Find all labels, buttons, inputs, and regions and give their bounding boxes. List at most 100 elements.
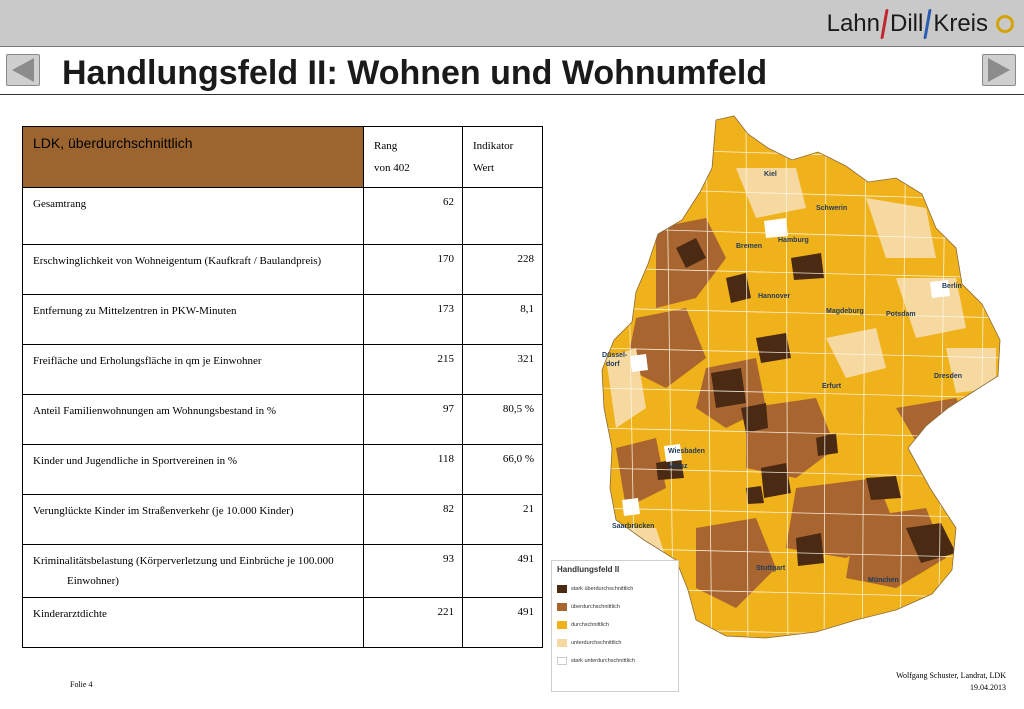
- city-label-muenchen: München: [868, 577, 899, 584]
- city-label-magdeburg: Magdeburg: [826, 308, 864, 315]
- row-rank: 62: [363, 187, 463, 245]
- legend-swatch: [557, 603, 567, 611]
- map-legend: Handlungsfeld II stark überdurchschnittl…: [551, 560, 679, 692]
- city-label-hannover: Hannover: [758, 293, 791, 300]
- table-row: Erschwinglichkeit von Wohneigentum (Kauf…: [22, 244, 543, 295]
- logo-ring-icon: [996, 15, 1014, 33]
- row-label: Anteil Familienwohnungen am Wohnungsbest…: [22, 394, 364, 445]
- row-value: 491: [462, 597, 543, 648]
- city-label-berlin: Berlin: [942, 283, 962, 290]
- table-header-rank: Rang von 402: [363, 126, 463, 188]
- row-rank: 118: [363, 444, 463, 495]
- row-rank: 170: [363, 244, 463, 295]
- table-header-title: LDK, überdurchschnittlich: [22, 126, 364, 188]
- table-row: Gesamtrang 62: [22, 187, 543, 245]
- row-label-line1: Kriminalitätsbelastung (Körperverletzung…: [33, 555, 334, 567]
- legend-swatch: [557, 585, 567, 593]
- city-label-stuttgart: Stuttgart: [756, 565, 786, 572]
- table-header-indicator: Indikator Wert: [462, 126, 543, 188]
- table-row: Entfernung zu Mittelzentren in PKW-Minut…: [22, 294, 543, 345]
- row-rank: 215: [363, 344, 463, 395]
- row-value: 491: [462, 544, 543, 598]
- legend-item: überdurchschnittlich: [552, 598, 678, 616]
- legend-item: unterdurchschnittlich: [552, 634, 678, 652]
- rank-header-line2: von 402: [374, 162, 410, 174]
- city-label-kiel: Kiel: [764, 171, 777, 178]
- row-label: Verunglückte Kinder im Straßenverkehr (j…: [22, 494, 364, 545]
- logo-text-dill: Dill: [889, 10, 924, 37]
- logo-separator-blue: [925, 9, 931, 39]
- logo-separator-red: [882, 9, 888, 39]
- city-label-wiesbaden: Wiesbaden: [668, 448, 705, 455]
- legend-label: durchschnittlich: [571, 622, 609, 628]
- city-label-duesseldorf-1: Düssel-: [602, 352, 628, 359]
- logo-text-lahn: Lahn: [826, 10, 880, 37]
- table-row: Freifläche und Erholungsfläche in qm je …: [22, 344, 543, 395]
- indicator-table: LDK, überdurchschnittlich Rang von 402 I…: [22, 126, 543, 648]
- legend-item: durchschnittlich: [552, 616, 678, 634]
- row-label: Entfernung zu Mittelzentren in PKW-Minut…: [22, 294, 364, 345]
- city-label-saarbruecken: Saarbrücken: [612, 523, 654, 530]
- legend-swatch: [557, 639, 567, 647]
- page-title: Handlungsfeld II: Wohnen und Wohnumfeld: [62, 54, 768, 92]
- legend-label: unterdurchschnittlich: [571, 640, 622, 646]
- row-value: 66,0 %: [462, 444, 543, 495]
- table-row: Anteil Familienwohnungen am Wohnungsbest…: [22, 394, 543, 445]
- logo-text-kreis: Kreis: [933, 10, 988, 37]
- row-label-line2: Einwohner): [67, 575, 119, 587]
- legend-label: stark unterdurchschnittlich: [571, 658, 635, 664]
- indicator-header-line1: Indikator: [473, 140, 514, 152]
- table-header-row: LDK, überdurchschnittlich Rang von 402 I…: [22, 126, 543, 188]
- row-rank: 82: [363, 494, 463, 545]
- germany-district-map: Kiel Schwerin Hamburg Bremen Berlin Hann…: [601, 115, 1001, 639]
- city-labels: Kiel Schwerin Hamburg Bremen Berlin Hann…: [602, 171, 962, 584]
- row-rank: 221: [363, 597, 463, 648]
- city-label-duesseldorf-2: dorf: [606, 361, 620, 368]
- row-value: 8,1: [462, 294, 543, 345]
- row-rank: 97: [363, 394, 463, 445]
- row-value: 21: [462, 494, 543, 545]
- footer-author: Wolfgang Schuster, Landrat, LDK: [896, 671, 1006, 680]
- row-label: Freifläche und Erholungsfläche in qm je …: [22, 344, 364, 395]
- top-bar: Lahn Dill Kreis: [0, 0, 1024, 47]
- footer-date: 19.04.2013: [970, 683, 1006, 692]
- legend-item: stark überdurchschnittlich: [552, 580, 678, 598]
- rank-header-line1: Rang: [374, 140, 398, 152]
- city-label-schwerin: Schwerin: [816, 205, 847, 212]
- table-row: Verunglückte Kinder im Straßenverkehr (j…: [22, 494, 543, 545]
- row-rank: 173: [363, 294, 463, 345]
- row-label: Kinder und Jugendliche in Sportvereinen …: [22, 444, 364, 495]
- row-value: [462, 187, 543, 245]
- city-label-hamburg: Hamburg: [778, 237, 809, 244]
- title-bar: Handlungsfeld II: Wohnen und Wohnumfeld: [0, 48, 1024, 95]
- row-label: Gesamtrang: [22, 187, 364, 245]
- arrow-right-icon: [988, 58, 1010, 82]
- city-label-mainz: Mainz: [668, 463, 688, 470]
- row-value: 80,5 %: [462, 394, 543, 445]
- table-row: Kriminalitätsbelastung (Körperverletzung…: [22, 544, 543, 598]
- table-row: Kinder und Jugendliche in Sportvereinen …: [22, 444, 543, 495]
- city-label-erfurt: Erfurt: [822, 383, 842, 390]
- table-row: Kinderarztdichte 221 491: [22, 597, 543, 648]
- city-label-bremen: Bremen: [736, 243, 762, 250]
- row-value: 228: [462, 244, 543, 295]
- footer-credits: Wolfgang Schuster, Landrat, LDK 19.04.20…: [896, 670, 1006, 694]
- city-label-dresden: Dresden: [934, 373, 962, 380]
- legend-label: stark überdurchschnittlich: [571, 586, 634, 592]
- row-label: Kinderarztdichte: [22, 597, 364, 648]
- row-label: Kriminalitätsbelastung (Körperverletzung…: [22, 544, 364, 598]
- row-rank: 93: [363, 544, 463, 598]
- row-label: Erschwinglichkeit von Wohneigentum (Kauf…: [22, 244, 364, 295]
- city-label-potsdam: Potsdam: [886, 311, 916, 318]
- row-value: 321: [462, 344, 543, 395]
- legend-swatch: [557, 621, 567, 629]
- legend-swatch: [557, 657, 567, 665]
- previous-slide-button[interactable]: [6, 54, 40, 86]
- slide-number: Folie 4: [70, 680, 93, 689]
- legend-item: stark unterdurchschnittlich: [552, 652, 678, 670]
- indicator-header-line2: Wert: [473, 162, 495, 174]
- arrow-left-icon: [12, 58, 34, 82]
- lahn-dill-kreis-logo: Lahn Dill Kreis: [827, 8, 1014, 40]
- legend-label: überdurchschnittlich: [571, 604, 620, 610]
- next-slide-button[interactable]: [982, 54, 1016, 86]
